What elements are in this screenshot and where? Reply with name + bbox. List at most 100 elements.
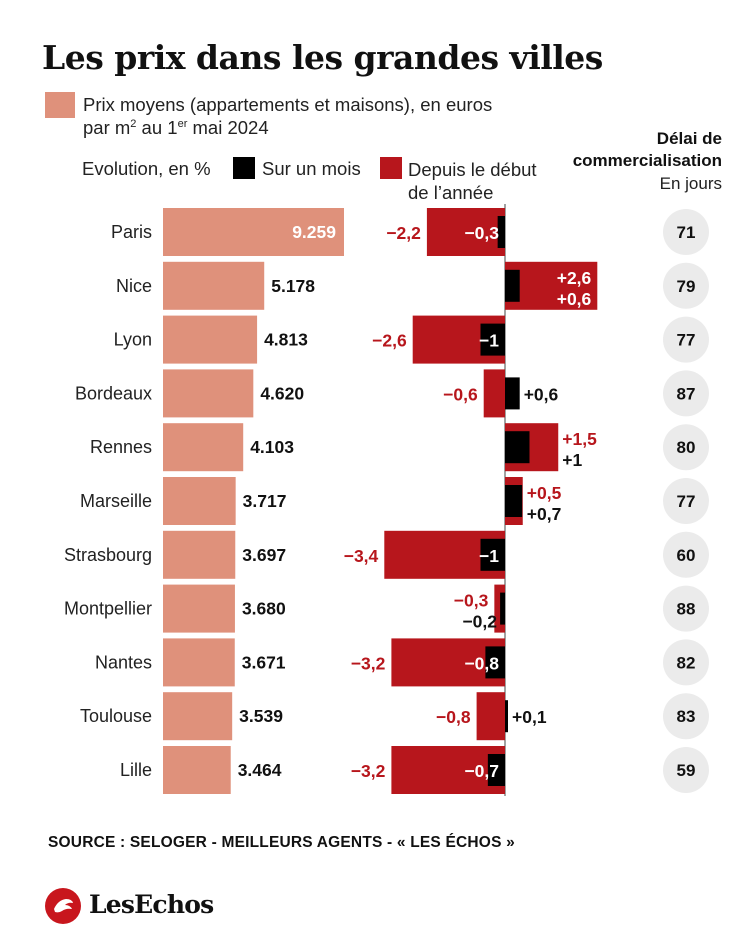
price-legend-line1: Prix moyens (appartements et maisons), e… bbox=[83, 94, 493, 115]
year-bar-nice bbox=[505, 261, 598, 310]
price-legend-swatch bbox=[45, 92, 75, 118]
price-label-nantes: 3.671 bbox=[242, 652, 286, 672]
price-legend-line2a: par m bbox=[83, 117, 131, 138]
delai-circle-rennes bbox=[663, 424, 709, 471]
price-bar-rennes bbox=[163, 423, 244, 472]
month-label-montpellier: −0,2 bbox=[462, 612, 497, 632]
delai-circle-nantes bbox=[663, 639, 709, 686]
price-bar-paris bbox=[163, 208, 344, 256]
delai-value-montpellier: 88 bbox=[677, 600, 696, 619]
year-bar-bordeaux bbox=[483, 369, 505, 418]
city-label-montpellier: Montpellier bbox=[64, 599, 152, 619]
price-bar-nice bbox=[163, 261, 265, 310]
month-legend-swatch bbox=[233, 157, 255, 179]
year-label-lille: −3,2 bbox=[351, 761, 386, 781]
year-label-rennes: +1,5 bbox=[562, 429, 597, 449]
month-bar-lyon bbox=[480, 323, 505, 356]
year-label-marseille: +0,5 bbox=[527, 483, 562, 503]
delai-circle-montpellier bbox=[663, 585, 709, 632]
month-bar-rennes bbox=[505, 431, 530, 464]
delai-circle-lyon bbox=[663, 316, 709, 363]
city-label-rennes: Rennes bbox=[90, 437, 152, 457]
month-label-lille: −0,7 bbox=[464, 761, 499, 781]
city-label-marseille: Marseille bbox=[80, 491, 152, 511]
source-note: SOURCE : SELOGER - MEILLEURS AGENTS - « … bbox=[48, 834, 515, 851]
year-label-toulouse: −0,8 bbox=[436, 707, 471, 727]
price-legend-sup2: er bbox=[177, 117, 188, 130]
month-bar-lille bbox=[487, 754, 505, 786]
year-bar-toulouse bbox=[476, 692, 505, 741]
price-legend-line2c: mai 2024 bbox=[187, 117, 269, 138]
month-label-rennes: +1 bbox=[562, 450, 582, 470]
month-bar-paris bbox=[497, 216, 505, 248]
delai-value-marseille: 77 bbox=[677, 492, 696, 511]
delai-circle-paris bbox=[663, 209, 709, 255]
month-bar-toulouse bbox=[505, 700, 508, 733]
delai-circle-lille bbox=[663, 747, 709, 793]
year-legend-line2: de l’année bbox=[408, 182, 494, 203]
delai-value-strasbourg: 60 bbox=[677, 546, 696, 565]
city-label-paris: Paris bbox=[111, 222, 152, 242]
price-label-strasbourg: 3.697 bbox=[242, 545, 286, 565]
delai-value-rennes: 80 bbox=[677, 438, 696, 457]
month-label-lyon: −1 bbox=[479, 331, 499, 351]
year-legend-label: Depuis le début de l’année bbox=[408, 158, 558, 204]
delai-circle-strasbourg bbox=[663, 531, 709, 578]
year-label-strasbourg: −3,4 bbox=[344, 546, 379, 566]
price-label-marseille: 3.717 bbox=[243, 491, 287, 511]
month-label-strasbourg: −1 bbox=[479, 546, 499, 566]
price-label-bordeaux: 4.620 bbox=[260, 383, 304, 403]
delai-subtitle: En jours bbox=[659, 174, 722, 193]
month-bar-bordeaux bbox=[505, 377, 520, 410]
price-bar-montpellier bbox=[163, 584, 235, 633]
price-label-nice: 5.178 bbox=[271, 276, 315, 296]
year-label-bordeaux: −0,6 bbox=[443, 384, 478, 404]
price-legend-text: Prix moyens (appartements et maisons), e… bbox=[83, 93, 553, 139]
year-label-nantes: −3,2 bbox=[351, 653, 386, 673]
month-label-marseille: +0,7 bbox=[527, 504, 562, 524]
les-echos-logo-icon bbox=[45, 888, 81, 924]
delai-circle-marseille bbox=[663, 478, 709, 524]
price-legend-sup1: 2 bbox=[130, 117, 137, 130]
les-echos-logo-text: LesEchos bbox=[89, 890, 214, 919]
price-bar-lyon bbox=[163, 315, 258, 364]
month-label-paris: −0,3 bbox=[464, 223, 499, 243]
month-label-toulouse: +0,1 bbox=[512, 707, 547, 727]
month-label-nantes: −0,8 bbox=[464, 653, 499, 673]
price-label-lyon: 4.813 bbox=[264, 330, 308, 350]
year-label-montpellier: −0,3 bbox=[454, 591, 489, 611]
price-bar-strasbourg bbox=[163, 530, 236, 579]
year-bar-lille bbox=[391, 746, 505, 794]
delai-value-toulouse: 83 bbox=[677, 707, 696, 726]
city-label-nice: Nice bbox=[116, 276, 152, 296]
delai-title-line1: Délai de bbox=[656, 129, 722, 148]
price-bar-lille bbox=[163, 746, 231, 794]
month-label-bordeaux: +0,6 bbox=[524, 384, 559, 404]
delai-header: Délai de commercialisation En jours bbox=[522, 128, 722, 196]
month-bar-marseille bbox=[505, 485, 523, 517]
delai-circle-nice bbox=[663, 262, 709, 309]
price-bar-bordeaux bbox=[163, 369, 254, 418]
month-bar-strasbourg bbox=[480, 538, 505, 571]
delai-value-nice: 79 bbox=[677, 277, 696, 296]
delai-value-lyon: 77 bbox=[677, 331, 696, 350]
city-label-lille: Lille bbox=[120, 760, 152, 780]
city-label-lyon: Lyon bbox=[114, 330, 152, 350]
chart-title: Les prix dans les grandes villes bbox=[42, 38, 603, 77]
price-label-toulouse: 3.539 bbox=[239, 706, 283, 726]
delai-title-line2: commercialisation bbox=[572, 151, 722, 170]
year-label-lyon: −2,6 bbox=[372, 331, 407, 351]
price-label-lille: 3.464 bbox=[238, 760, 282, 780]
year-label-nice: +2,6 bbox=[557, 268, 592, 288]
price-label-rennes: 4.103 bbox=[250, 437, 294, 457]
year-legend-line1: Depuis le début bbox=[408, 159, 537, 180]
year-bar-paris bbox=[426, 208, 505, 256]
price-label-paris: 9.259 bbox=[292, 222, 336, 242]
price-bar-marseille bbox=[163, 477, 236, 525]
price-label-montpellier: 3.680 bbox=[242, 599, 286, 619]
price-legend-line2b: au 1 bbox=[136, 117, 178, 138]
price-bar-toulouse bbox=[163, 692, 233, 741]
year-bar-montpellier bbox=[494, 584, 505, 633]
month-legend-label: Sur un mois bbox=[262, 158, 361, 179]
